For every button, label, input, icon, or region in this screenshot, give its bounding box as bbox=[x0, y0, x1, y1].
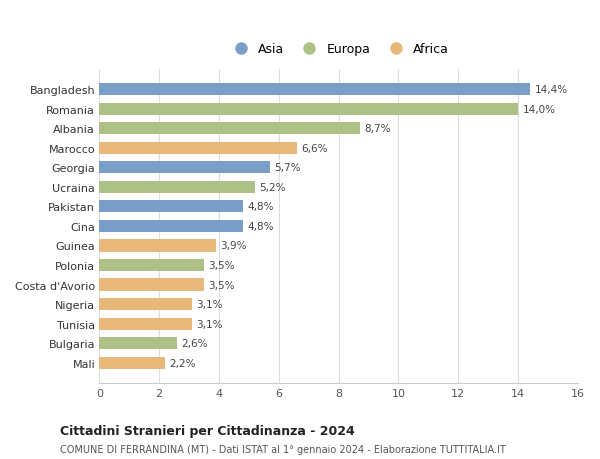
Text: 14,4%: 14,4% bbox=[535, 85, 568, 95]
Text: 2,6%: 2,6% bbox=[182, 338, 208, 348]
Bar bbox=[99, 298, 192, 310]
Bar bbox=[99, 103, 518, 115]
Bar bbox=[99, 279, 204, 291]
Bar bbox=[99, 240, 216, 252]
Legend: Asia, Europa, Africa: Asia, Europa, Africa bbox=[223, 38, 454, 61]
Text: 3,9%: 3,9% bbox=[220, 241, 247, 251]
Bar bbox=[99, 318, 192, 330]
Bar bbox=[99, 259, 204, 271]
Bar bbox=[99, 337, 177, 349]
Text: 3,5%: 3,5% bbox=[208, 260, 235, 270]
Text: COMUNE DI FERRANDINA (MT) - Dati ISTAT al 1° gennaio 2024 - Elaborazione TUTTITA: COMUNE DI FERRANDINA (MT) - Dati ISTAT a… bbox=[60, 444, 506, 454]
Text: 8,7%: 8,7% bbox=[364, 124, 391, 134]
Text: 3,5%: 3,5% bbox=[208, 280, 235, 290]
Bar bbox=[99, 357, 165, 369]
Text: 4,8%: 4,8% bbox=[247, 202, 274, 212]
Text: 5,2%: 5,2% bbox=[259, 182, 286, 192]
Bar bbox=[99, 220, 243, 232]
Text: 14,0%: 14,0% bbox=[523, 104, 556, 114]
Bar bbox=[99, 123, 359, 135]
Bar bbox=[99, 142, 297, 154]
Bar bbox=[99, 162, 270, 174]
Text: 4,8%: 4,8% bbox=[247, 221, 274, 231]
Text: 5,7%: 5,7% bbox=[274, 163, 301, 173]
Text: 3,1%: 3,1% bbox=[197, 319, 223, 329]
Text: 2,2%: 2,2% bbox=[170, 358, 196, 368]
Bar bbox=[99, 84, 530, 96]
Text: Cittadini Stranieri per Cittadinanza - 2024: Cittadini Stranieri per Cittadinanza - 2… bbox=[60, 424, 355, 437]
Bar bbox=[99, 181, 255, 193]
Text: 3,1%: 3,1% bbox=[197, 299, 223, 309]
Bar bbox=[99, 201, 243, 213]
Text: 6,6%: 6,6% bbox=[301, 143, 328, 153]
